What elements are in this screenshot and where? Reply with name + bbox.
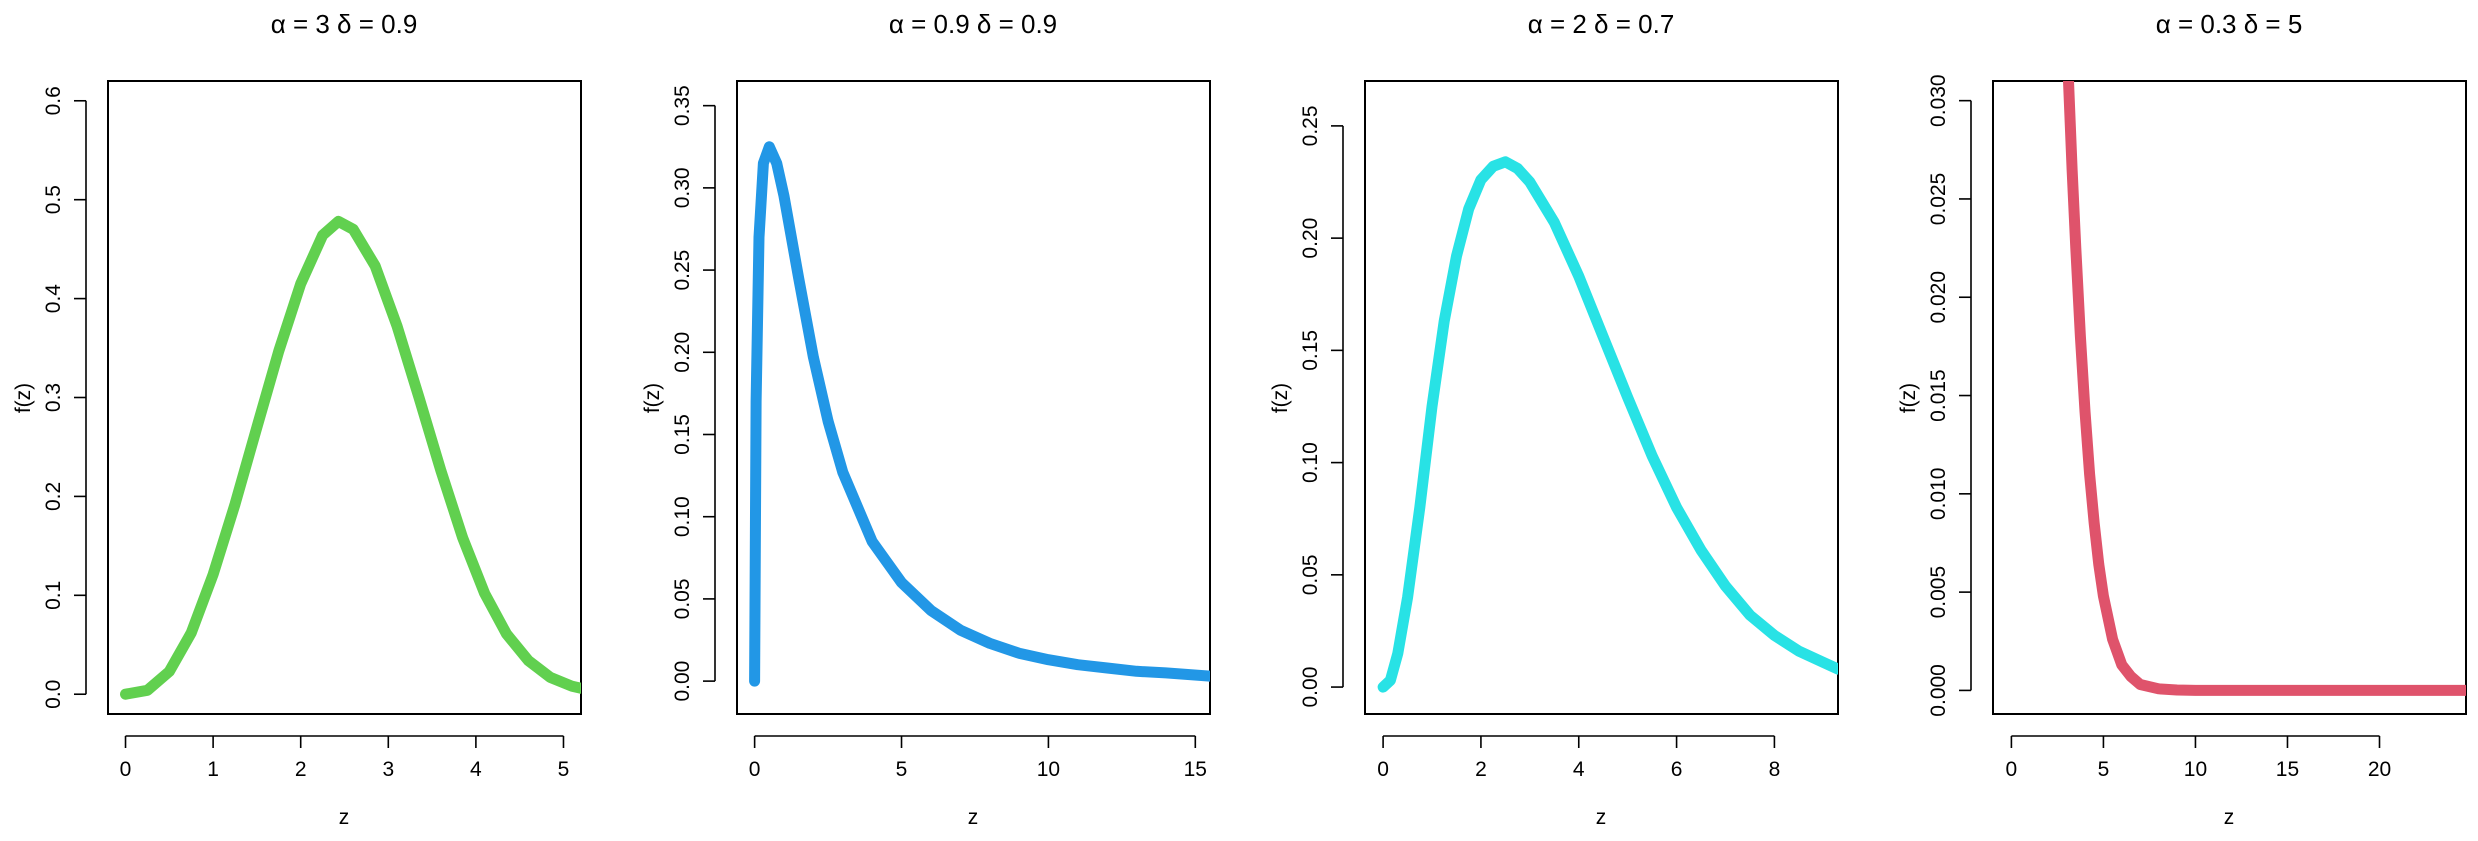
x-tick-label: 0: [749, 758, 761, 781]
y-tick-label: 0.10: [1299, 442, 1322, 483]
y-axis: 0.000 0.005 0.010 0.015 0.020 0.025 0.030: [1927, 74, 1972, 717]
y-tick-label: 0.00: [1299, 667, 1322, 708]
x-tick-label: 10: [1037, 758, 1060, 781]
y-tick-label: 0.3: [42, 383, 65, 412]
y-tick-label: 0.05: [671, 578, 694, 619]
x-axis-label: z: [968, 806, 979, 829]
plot-frame: [1992, 80, 2467, 715]
plot-frame: [736, 80, 1211, 715]
y-tick-label: 0.15: [671, 414, 694, 455]
y-tick-label: 0.25: [671, 250, 694, 291]
x-axis: 0 1 2 3 4 5: [120, 735, 570, 781]
x-tick-label: 15: [1184, 758, 1207, 781]
panel-title: α = 2 δ = 0.7: [1528, 9, 1675, 39]
x-tick-label: 4: [470, 758, 482, 781]
x-tick-label: 2: [1475, 758, 1487, 781]
panel-title: α = 0.9 δ = 0.9: [889, 9, 1057, 39]
y-tick-label: 0.30: [671, 167, 694, 208]
y-axis-label: f(z): [641, 383, 664, 413]
x-tick-label: 4: [1573, 758, 1585, 781]
x-tick-label: 2: [295, 758, 307, 781]
plot-frame: [1364, 80, 1839, 715]
y-tick-label: 0.4: [42, 284, 65, 314]
x-tick-label: 1: [207, 758, 219, 781]
x-tick-label: 3: [382, 758, 394, 781]
y-tick-label: 0.005: [1927, 566, 1950, 619]
y-tick-label: 0.030: [1927, 74, 1950, 127]
x-axis: 0 2 4 6 8: [1377, 735, 1781, 781]
y-tick-label: 0.0: [42, 680, 65, 709]
x-tick-label: 0: [120, 758, 132, 781]
y-tick-label: 0.015: [1927, 369, 1950, 422]
x-tick-label: 5: [896, 758, 908, 781]
y-tick-label: 0.10: [671, 496, 694, 537]
y-tick-label: 0.15: [1299, 330, 1322, 371]
x-tick-label: 0: [2006, 758, 2018, 781]
x-axis-label: z: [339, 806, 350, 829]
plot-frame: [107, 80, 582, 715]
y-tick-label: 0.20: [671, 332, 694, 373]
y-axis-label: f(z): [12, 383, 35, 413]
x-tick-label: 8: [1769, 758, 1781, 781]
y-tick-label: 0.6: [42, 86, 65, 115]
x-tick-label: 20: [2368, 758, 2391, 781]
y-tick-label: 0.35: [671, 85, 694, 126]
panel-title: α = 3 δ = 0.9: [271, 9, 418, 39]
density-curve: [120, 215, 581, 700]
panel-1: α = 3 δ = 0.9 z f(z) 0 1 2 3 4 5 0.0 0.1 0.2 0.3…: [12, 9, 582, 829]
y-axis-label: f(z): [1897, 383, 1920, 413]
y-axis: 0.00 0.05 0.10 0.15 0.20 0.25: [1299, 105, 1344, 708]
x-axis: 0 5 10 15 20: [2006, 735, 2391, 781]
panel-2: α = 0.9 δ = 0.9 z f(z) 0 5 10 15 0.000.050.…: [641, 9, 1211, 829]
y-tick-label: 0.010: [1927, 468, 1950, 521]
x-tick-label: 5: [2098, 758, 2110, 781]
y-tick-label: 0.020: [1927, 271, 1950, 324]
y-tick-label: 0.00: [671, 661, 694, 702]
x-axis-label: z: [1596, 806, 1607, 829]
y-axis-label: f(z): [1269, 383, 1292, 413]
y-tick-label: 0.05: [1299, 554, 1322, 595]
x-tick-label: 10: [2184, 758, 2207, 781]
density-curve: [1377, 156, 1838, 693]
y-tick-label: 0.20: [1299, 218, 1322, 259]
x-axis: 0 5 10 15: [749, 735, 1207, 781]
x-axis-label: z: [2224, 806, 2235, 829]
x-tick-label: 15: [2276, 758, 2299, 781]
panel-title: α = 0.3 δ = 5: [2156, 9, 2303, 39]
y-tick-label: 0.000: [1927, 664, 1950, 717]
y-axis: 0.0 0.1 0.2 0.3 0.4 0.5 0.6: [42, 86, 87, 709]
x-tick-label: 6: [1671, 758, 1683, 781]
density-curve: [749, 141, 1210, 687]
y-tick-label: 0.025: [1927, 173, 1950, 226]
x-tick-label: 0: [1377, 758, 1389, 781]
y-tick-label: 0.1: [42, 581, 65, 610]
y-axis: 0.00 0.05 0.10 0.15 0.20 0.25 0.30 0.35: [671, 85, 716, 702]
y-tick-label: 0.5: [42, 185, 65, 214]
panel-4: α = 0.3 δ = 5 z f(z) 0 5 10 15 20 0.000 0.005…: [1897, 9, 2467, 829]
y-tick-label: 0.25: [1299, 105, 1322, 146]
y-tick-label: 0.2: [42, 482, 65, 511]
density-curve: [2063, 81, 2466, 696]
x-tick-label: 5: [558, 758, 570, 781]
